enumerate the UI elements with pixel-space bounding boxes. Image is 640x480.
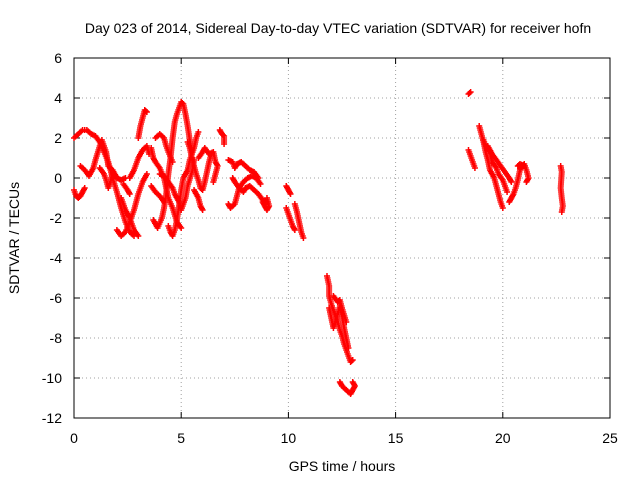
data-point (135, 233, 142, 239)
data-point (199, 207, 206, 213)
plot-frame (73, 57, 611, 419)
data-point (143, 171, 150, 177)
y-tick-label: -12 (42, 410, 62, 426)
data-point (126, 191, 133, 197)
y-tick-label: -10 (42, 370, 62, 386)
y-tick-label: 0 (54, 170, 62, 186)
data-point (81, 185, 88, 191)
x-tick-label: 0 (70, 430, 78, 446)
data-point (221, 141, 228, 147)
y-tick-label: -4 (50, 250, 63, 266)
grid-lines (74, 58, 610, 418)
y-tick-label: -6 (50, 290, 63, 306)
chart-title: Day 023 of 2014, Sidereal Day-to-day VTE… (85, 20, 591, 36)
data-point (178, 225, 185, 231)
data-point (558, 209, 565, 215)
y-tick-label: -2 (50, 210, 63, 226)
x-tick-label: 15 (388, 430, 404, 446)
data-point (143, 109, 150, 115)
data-point (471, 165, 478, 171)
data-point (343, 319, 350, 325)
data-point (195, 129, 202, 135)
data-point (349, 379, 356, 385)
data-point (287, 191, 294, 197)
y-tick-label: 2 (54, 130, 62, 146)
x-axis-label: GPS time / hours (289, 458, 396, 474)
y-tick-label: 4 (54, 90, 62, 106)
data-point (263, 195, 270, 201)
data-point (467, 89, 474, 95)
data-point (220, 132, 227, 138)
data-point (300, 235, 307, 241)
x-tick-label: 25 (602, 430, 618, 446)
y-tick-labels: -12 -10 -8 -6 -4 -2 0 2 4 6 (42, 50, 62, 426)
y-axis-label: SDTVAR / TECUs (6, 182, 22, 294)
data-point (349, 357, 356, 363)
data-point (348, 358, 355, 364)
axis-ticks (73, 57, 611, 419)
data-point (508, 179, 515, 185)
data-point (142, 108, 149, 114)
data-point (523, 179, 530, 185)
y-tick-label: 6 (54, 50, 62, 66)
data-point (210, 179, 217, 185)
x-tick-label: 10 (281, 430, 297, 446)
data-point (111, 173, 118, 179)
data-point (499, 205, 506, 211)
x-tick-label: 20 (495, 430, 511, 446)
x-tick-labels: 0 5 10 15 20 25 (70, 430, 618, 446)
data-point (291, 227, 298, 233)
data-point (169, 159, 176, 165)
data-point (345, 345, 352, 351)
x-tick-label: 5 (177, 430, 185, 446)
data-point (504, 189, 511, 195)
data-points (71, 89, 566, 397)
y-tick-label: -8 (50, 330, 63, 346)
data-point (466, 90, 473, 96)
data-point (257, 181, 264, 187)
data-point (521, 163, 528, 169)
